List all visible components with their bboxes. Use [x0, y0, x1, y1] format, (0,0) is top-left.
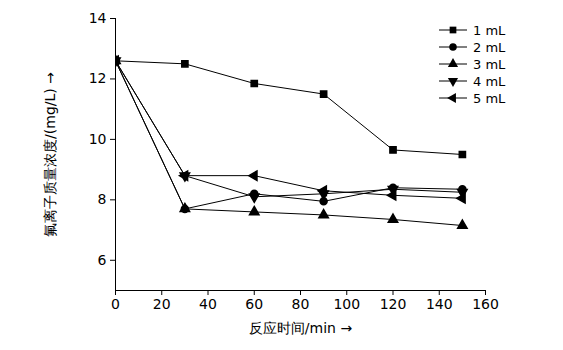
svg-text:120: 120 — [380, 296, 407, 312]
svg-text:100: 100 — [333, 296, 360, 312]
svg-text:40: 40 — [199, 296, 217, 312]
svg-text:160: 160 — [472, 296, 499, 312]
svg-text:20: 20 — [153, 296, 171, 312]
svg-text:1 mL: 1 mL — [473, 23, 506, 38]
svg-text:3 mL: 3 mL — [473, 57, 506, 72]
svg-text:12: 12 — [89, 70, 107, 86]
svg-text:60: 60 — [245, 296, 263, 312]
svg-text:5 mL: 5 mL — [473, 91, 506, 106]
svg-text:8: 8 — [98, 191, 107, 207]
svg-text:氟离子质量浓度/(mg/L) →: 氟离子质量浓度/(mg/L) → — [42, 72, 58, 237]
svg-text:14: 14 — [89, 10, 107, 26]
svg-text:6: 6 — [98, 252, 107, 268]
svg-text:4 mL: 4 mL — [473, 74, 506, 89]
svg-text:80: 80 — [292, 296, 310, 312]
svg-text:10: 10 — [89, 131, 107, 147]
svg-text:0: 0 — [111, 296, 120, 312]
svg-text:反应时间/min →: 反应时间/min → — [249, 320, 353, 336]
svg-text:140: 140 — [426, 296, 453, 312]
svg-text:2 mL: 2 mL — [473, 40, 506, 55]
